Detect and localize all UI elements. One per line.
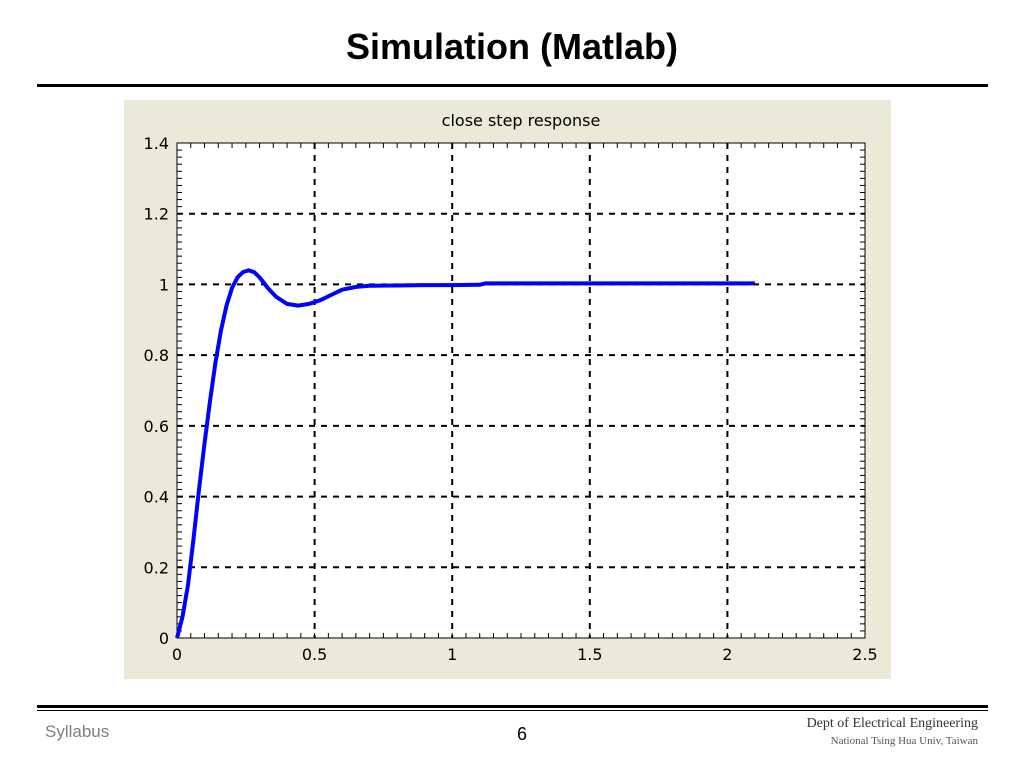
y-tick-label: 1.2 [144, 205, 169, 224]
title-divider [37, 84, 988, 87]
plot-area [176, 142, 866, 639]
y-tick-label: 0.2 [144, 558, 169, 577]
slide-title: Simulation (Matlab) [346, 26, 678, 67]
chart-title: close step response [442, 111, 601, 130]
y-tick-label: 1 [159, 275, 169, 294]
x-tick-labels: 0 0.5 1 1.5 2 2.5 [172, 645, 878, 664]
y-tick-label: 0 [159, 629, 169, 648]
x-tick-label: 1.5 [577, 645, 602, 664]
y-tick-labels: 0 0.2 0.4 0.6 0.8 1 1.2 1.4 [144, 134, 169, 648]
y-tick-label: 0.6 [144, 417, 169, 436]
x-tick-label: 0 [172, 645, 182, 664]
footer-department: Dept of Electrical Engineering [806, 716, 978, 731]
tick-marks [176, 142, 866, 639]
grid-lines [177, 143, 865, 638]
page-number: 6 [516, 724, 527, 744]
step-response-chart: 0 0.5 1 1.5 2 2.5 0 0.2 0.4 0.6 0.8 1 1.2 1.4 close … [144, 111, 878, 664]
x-tick-label: 0.5 [302, 645, 327, 664]
footer-divider-thin [37, 710, 988, 711]
x-tick-label: 2.5 [852, 645, 877, 664]
footer-section-label: Syllabus [45, 722, 110, 741]
y-tick-label: 0.4 [144, 488, 169, 507]
footer-university: National Tsing Hua Univ, Taiwan [830, 735, 978, 747]
y-tick-label: 0.8 [144, 346, 169, 365]
figure-panel: 0 0.5 1 1.5 2 2.5 0 0.2 0.4 0.6 0.8 1 1.2 1.4 close … [124, 100, 891, 679]
step-response-line [175, 268, 755, 639]
y-tick-label: 1.4 [144, 134, 169, 153]
x-tick-label: 1 [447, 645, 457, 664]
footer-divider [37, 705, 988, 708]
x-tick-label: 2 [722, 645, 732, 664]
